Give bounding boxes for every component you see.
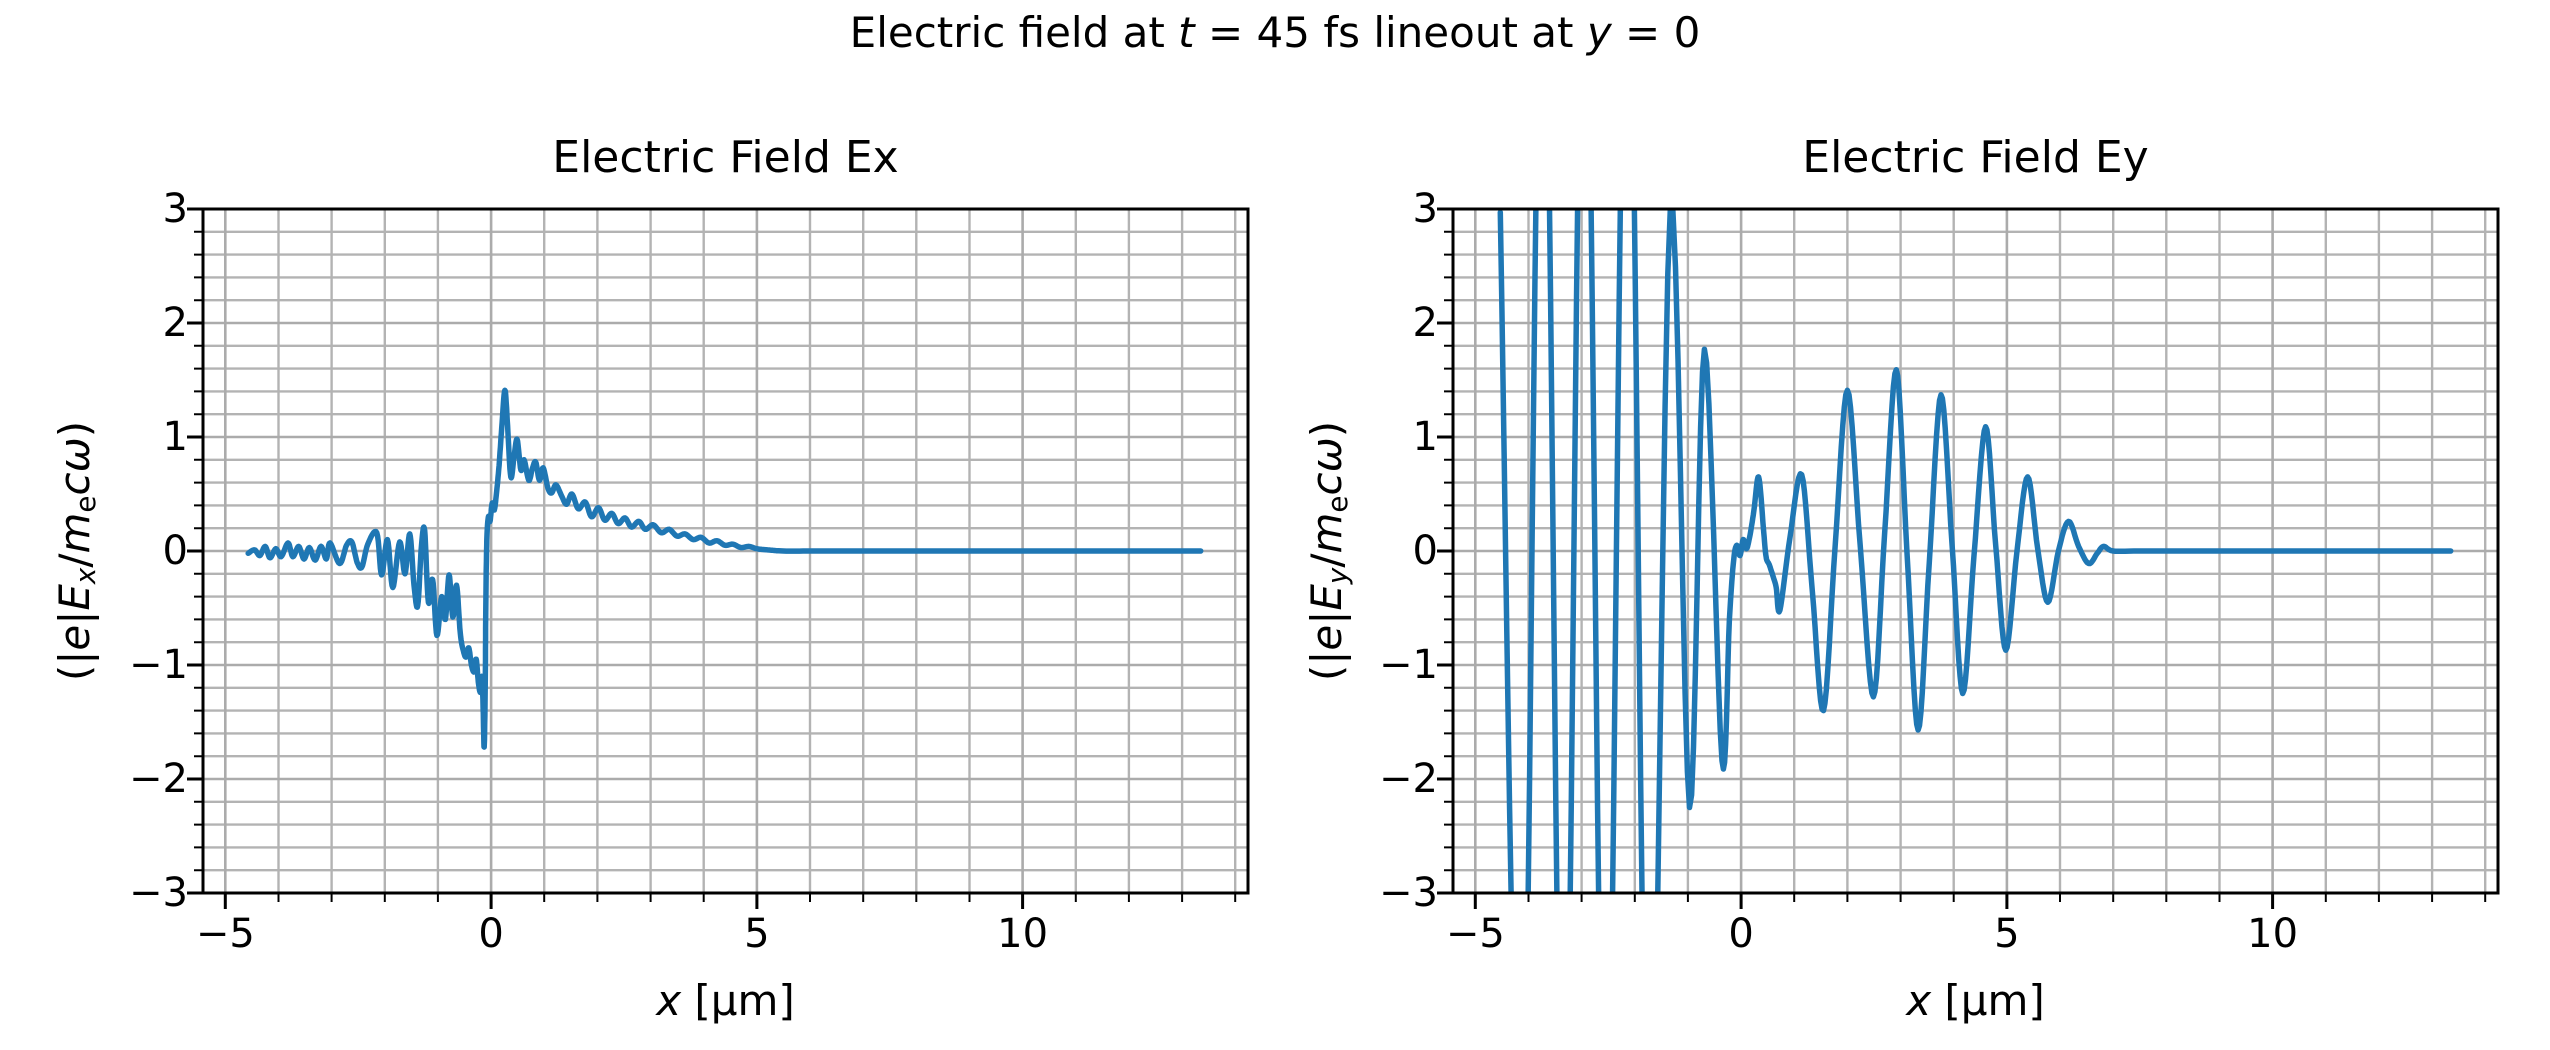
label-segment: e xyxy=(69,495,103,513)
label-segment: t xyxy=(1178,8,1195,57)
label-segment: E xyxy=(1302,584,1351,611)
minor-ticks xyxy=(194,230,1237,902)
label-segment: x xyxy=(656,976,682,1025)
figure-suptitle: Electric field at t = 45 fs lineout at y… xyxy=(0,8,2550,58)
major-ticks xyxy=(187,207,1025,909)
y-tick-label: 2 xyxy=(162,300,188,346)
x-tick-label: 0 xyxy=(478,911,504,957)
x-tick-label: −5 xyxy=(1445,911,1505,957)
y-tick-label: −2 xyxy=(129,756,188,802)
x-tick-label: 10 xyxy=(2247,911,2299,957)
y-tick-label: −3 xyxy=(1379,870,1438,916)
series-line-ey xyxy=(1497,209,2454,893)
y-tick-label: −1 xyxy=(1379,642,1438,688)
y-tick-label: 1 xyxy=(162,414,188,460)
label-segment: [μm] xyxy=(1931,976,2045,1025)
label-segment: e xyxy=(1321,495,1355,513)
x-tick-label: 10 xyxy=(997,911,1049,957)
x-tick-label: 0 xyxy=(1728,911,1754,957)
label-segment: | xyxy=(50,610,99,625)
x-tick-label: 5 xyxy=(744,911,770,957)
x-tick-label: 5 xyxy=(1994,911,2020,957)
plot-title-ey: Electric Field Ey xyxy=(1802,132,2149,183)
label-segment: x xyxy=(1906,976,1932,1025)
y-tick-label: 3 xyxy=(1412,186,1438,232)
y-tick-label: −2 xyxy=(1379,756,1438,802)
y-tick-label: −3 xyxy=(129,870,188,916)
label-segment: y xyxy=(1586,8,1612,57)
label-segment: [μm] xyxy=(681,976,795,1025)
label-segment: E xyxy=(50,584,99,611)
y-tick-label: 1 xyxy=(1412,414,1438,460)
label-segment: Electric field at xyxy=(849,8,1179,57)
minor-ticks xyxy=(1444,230,2487,902)
plot-title-ex: Electric Field Ex xyxy=(552,132,899,183)
x-tick-label: −5 xyxy=(195,911,255,957)
y-tick-label: 0 xyxy=(1412,528,1438,574)
series-line-ex xyxy=(245,387,1204,750)
x-axis-label-ey: x [μm] xyxy=(1453,976,2498,1026)
y-tick-label: 0 xyxy=(162,528,188,574)
x-axis-label-ex: x [μm] xyxy=(203,976,1248,1026)
data-line-group xyxy=(1497,209,2454,893)
label-segment: = 45 fs lineout at xyxy=(1194,8,1587,57)
label-segment: c xyxy=(50,472,99,496)
data-line-group xyxy=(245,387,1204,750)
label-segment: = 0 xyxy=(1611,8,1701,57)
y-tick-label: 3 xyxy=(162,186,188,232)
y-tick-label: −1 xyxy=(129,642,188,688)
label-segment: | xyxy=(1302,610,1351,625)
label-segment: c xyxy=(1302,472,1351,496)
y-tick-label: 2 xyxy=(1412,300,1438,346)
major-ticks xyxy=(1437,207,2275,909)
